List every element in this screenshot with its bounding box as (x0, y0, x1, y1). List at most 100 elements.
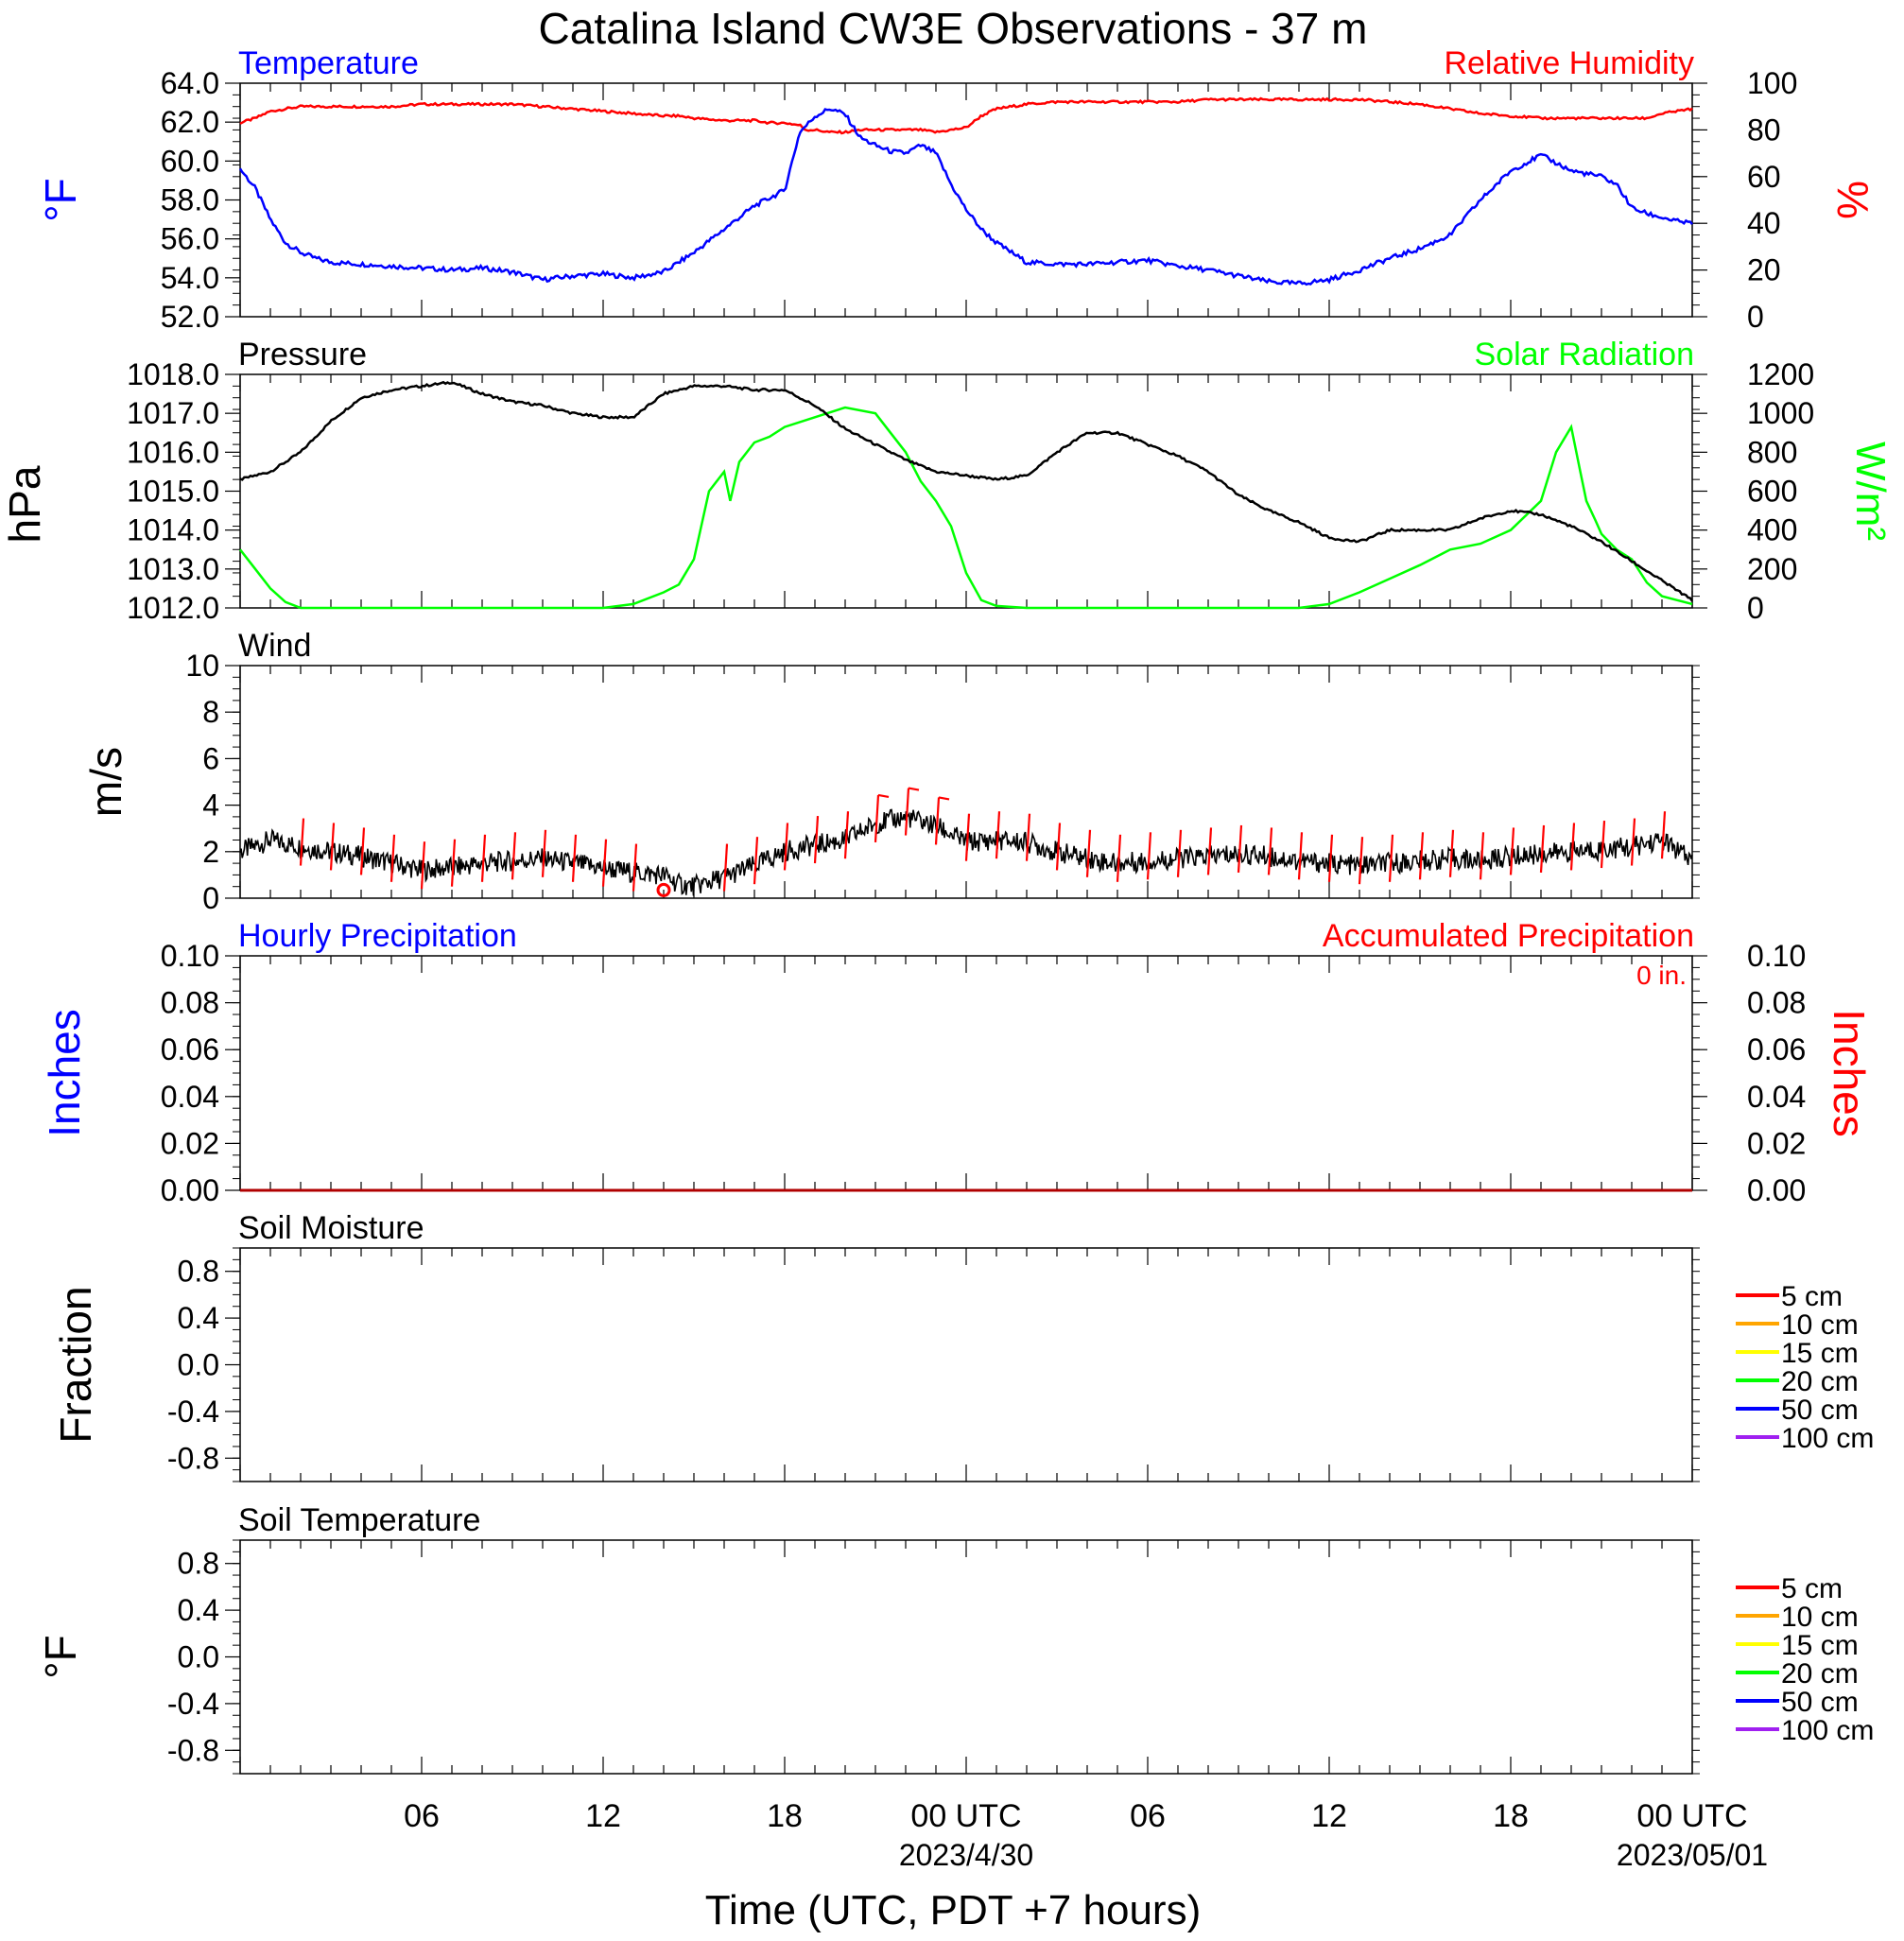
ylabel-left: Inches (40, 1009, 89, 1137)
wind-barb (1569, 823, 1576, 871)
y-tick-label-left: 58.0 (161, 183, 219, 217)
chart-title: Catalina Island CW3E Observations - 37 m (539, 4, 1368, 53)
title-left: Soil Temperature (238, 1502, 480, 1538)
ylabel-right: Inches (1825, 1009, 1874, 1137)
barb-staff (1539, 824, 1546, 874)
y-tick-label-left: 1012.0 (127, 591, 219, 625)
wind-barb (1660, 811, 1667, 859)
plot-frame (239, 955, 1693, 1191)
title-right: Relative Humidity (1444, 45, 1694, 81)
barb-staff (1085, 829, 1092, 877)
wind-barb (632, 843, 638, 892)
y-tick-label-left: -0.8 (167, 1733, 219, 1767)
legend-label: 50 cm (1781, 1687, 1859, 1718)
legend-item: 20 cm (1736, 1366, 1859, 1397)
legend-item: 100 cm (1736, 1715, 1874, 1746)
barb-staff (389, 834, 396, 882)
legend-label: 100 cm (1781, 1715, 1874, 1746)
legend-item: 5 cm (1736, 1281, 1843, 1312)
y-tick-label-left: 6 (202, 741, 219, 775)
barb-staff (1297, 832, 1304, 880)
wind-barb (1539, 824, 1546, 874)
wind-barb (1297, 832, 1304, 880)
title-right: Solar Radiation (1475, 337, 1694, 373)
y-tick-label-left: 1015.0 (127, 475, 219, 509)
barb-flag (938, 796, 950, 801)
y-tick-label-left: 0.10 (161, 939, 219, 973)
wind-barb (389, 834, 396, 882)
legend-label: 20 cm (1781, 1366, 1859, 1397)
barb-flag (908, 787, 920, 791)
series-line-solar (239, 406, 1693, 610)
y-tick-label-right: 800 (1747, 435, 1797, 469)
y-tick-label-left: 1018.0 (127, 357, 219, 391)
wind-barb (1448, 829, 1455, 877)
y-tick-label-left: 0.4 (178, 1301, 219, 1335)
y-tick-label-right: 100 (1747, 66, 1797, 100)
barb-staff (1327, 834, 1334, 882)
y-tick-label-left: 60.0 (161, 144, 219, 178)
barb-staff (1358, 837, 1364, 885)
wind-barb (1479, 832, 1485, 880)
y-tick-label-right: 600 (1747, 475, 1797, 509)
y-tick-label-right: 0.00 (1747, 1173, 1806, 1207)
x-date-label: 2023/05/01 (1617, 1838, 1768, 1872)
panel-5: 0.8 0.4 0.0 -0.4 -0.8 Soil Moisture Fraction 5 … (51, 1210, 1874, 1482)
wind-barb (1116, 834, 1122, 882)
title-left: Wind (238, 628, 311, 664)
legend-item: 20 cm (1736, 1658, 1859, 1690)
legend-item: 15 cm (1736, 1338, 1859, 1369)
wind-barb (450, 839, 457, 887)
y-tick-label-left: -0.4 (167, 1687, 219, 1721)
barb-staff (1448, 829, 1455, 877)
barb-staff (571, 834, 578, 882)
series-line-wind (239, 808, 1693, 896)
legend-label: 10 cm (1781, 1602, 1859, 1633)
x-tick-label: 18 (767, 1798, 803, 1834)
barb-staff (1116, 834, 1122, 882)
y-tick-label-right: 0 (1747, 300, 1764, 334)
legend-label: 20 cm (1781, 1658, 1859, 1690)
title-left: Pressure (238, 337, 367, 373)
y-tick-label-right: 1000 (1747, 396, 1814, 430)
ylabel-right: % (1828, 181, 1878, 219)
legend-label: 15 cm (1781, 1338, 1859, 1369)
barb-staff (1600, 820, 1606, 869)
barb-staff (964, 813, 971, 861)
barb-staff (1055, 823, 1062, 871)
legend-label: 5 cm (1781, 1573, 1843, 1604)
wind-barb (722, 843, 729, 892)
y-tick-label-left: 64.0 (161, 66, 219, 100)
barb-staff (1176, 829, 1183, 877)
legend-item: 10 cm (1736, 1602, 1859, 1633)
barb-staff (1660, 811, 1667, 859)
y-tick-label-right: 0.04 (1747, 1080, 1806, 1114)
wind-barb (601, 839, 608, 887)
x-tick-label: 12 (585, 1798, 621, 1834)
y-tick-label-right: 400 (1747, 513, 1797, 547)
wind-barb (480, 834, 487, 882)
y-tick-label-right: 80 (1747, 113, 1781, 147)
barb-staff (1509, 827, 1515, 875)
barb-staff (1479, 832, 1485, 880)
barb-staff (450, 839, 457, 887)
wind-barb (874, 793, 890, 843)
barb-staff (1418, 832, 1425, 880)
wind-barb (964, 813, 971, 861)
y-tick-label-left: 0.0 (178, 1348, 219, 1382)
series-line-humidity (239, 96, 1693, 135)
panel-2: 1018.0 1017.0 1016.0 1015.0 1014.0 1013.0 1012… (0, 337, 1894, 625)
panel-4: 0.10 0.08 0.06 0.04 0.02 0.00 0.10 0.08 0.06 0.04… (40, 918, 1874, 1207)
panel-1: 64.0 62.0 60.0 58.0 56.0 54.0 52.0 100 80 60 40 20 0… (36, 45, 1878, 334)
barb-staff (1206, 827, 1213, 875)
x-tick-label: 06 (404, 1798, 440, 1834)
y-tick-label-left: 0 (202, 881, 219, 915)
wind-barb (1600, 820, 1606, 869)
y-tick-label-left: 0.02 (161, 1126, 219, 1160)
barb-staff (480, 834, 487, 882)
y-tick-label-left: 8 (202, 695, 219, 729)
wind-barb (1267, 827, 1273, 875)
x-tick-label: 12 (1311, 1798, 1347, 1834)
y-tick-label-left: 56.0 (161, 222, 219, 256)
title-left: Soil Moisture (238, 1210, 424, 1246)
